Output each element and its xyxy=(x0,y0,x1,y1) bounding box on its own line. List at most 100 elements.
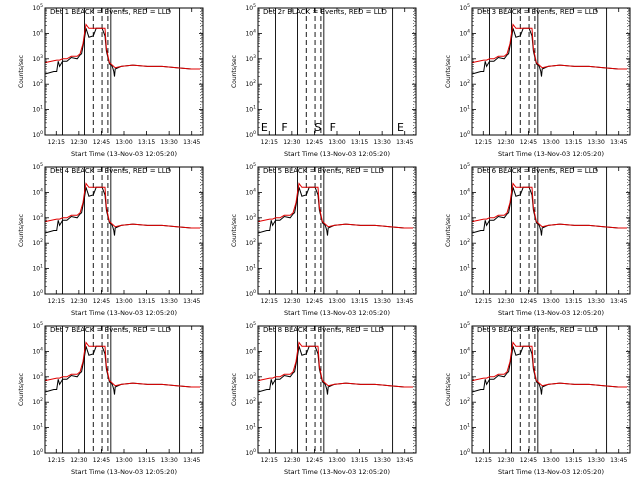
y-tick-label: 102 xyxy=(32,397,43,406)
y-tick-exponent: 1 xyxy=(467,105,470,111)
x-tick-label: 13:15 xyxy=(351,139,368,146)
y-tick-label: 102 xyxy=(32,79,43,88)
series-line-lld xyxy=(257,182,414,229)
x-tick-label: 13:15 xyxy=(565,457,582,464)
y-tick-base: 10 xyxy=(245,374,253,381)
plot-frame xyxy=(257,166,417,295)
series-line-events xyxy=(471,186,628,236)
y-tick-exponent: 1 xyxy=(253,105,256,111)
marker-label: E xyxy=(261,121,268,134)
x-tick-label: 13:45 xyxy=(396,298,413,305)
x-tick-label: 13:00 xyxy=(542,298,559,305)
x-tick-label: 12:15 xyxy=(475,298,492,305)
y-tick-base: 10 xyxy=(459,5,467,12)
x-tick-label: 12:30 xyxy=(497,298,514,305)
y-tick-exponent: 3 xyxy=(467,54,470,60)
y-tick-label: 102 xyxy=(459,397,470,406)
series-line-lld xyxy=(471,23,628,70)
y-tick-label: 100 xyxy=(245,289,256,298)
y-tick-base: 10 xyxy=(459,399,467,406)
chart-panel-det3: Det 3 BLACK = Events, RED = LLDCounts/se… xyxy=(445,3,631,158)
y-axis-label: Counts/sec xyxy=(445,373,452,406)
plot-frame xyxy=(471,166,631,295)
y-tick-base: 10 xyxy=(459,215,467,222)
y-tick-label: 101 xyxy=(459,423,470,432)
x-tick-label: 13:00 xyxy=(328,298,345,305)
y-tick-base: 10 xyxy=(459,107,467,114)
y-tick-label: 100 xyxy=(32,448,43,457)
y-tick-base: 10 xyxy=(459,425,467,432)
y-tick-label: 105 xyxy=(245,162,256,171)
x-tick-label: 13:00 xyxy=(542,139,559,146)
y-tick-base: 10 xyxy=(245,425,253,432)
x-tick-label: 13:15 xyxy=(351,298,368,305)
y-tick-base: 10 xyxy=(32,30,40,37)
y-tick-base: 10 xyxy=(459,164,467,171)
y-tick-label: 103 xyxy=(245,372,256,381)
x-tick-label: 12:30 xyxy=(283,298,300,305)
y-tick-base: 10 xyxy=(459,132,467,139)
x-tick-label: 13:30 xyxy=(587,457,604,464)
x-tick-label: 13:30 xyxy=(160,457,177,464)
y-tick-base: 10 xyxy=(245,399,253,406)
y-tick-exponent: 1 xyxy=(253,423,256,429)
x-tick-label: 13:45 xyxy=(183,457,200,464)
y-tick-exponent: 1 xyxy=(40,105,43,111)
x-tick-label: 13:45 xyxy=(610,457,627,464)
y-tick-label: 100 xyxy=(245,448,256,457)
x-axis-label: Start Time (13-Nov-03 12:05:20) xyxy=(498,150,604,158)
y-tick-label: 102 xyxy=(459,238,470,247)
y-tick-exponent: 5 xyxy=(467,3,470,9)
x-axis-label: Start Time (13-Nov-03 12:05:20) xyxy=(284,150,390,158)
x-tick-label: 12:30 xyxy=(283,139,300,146)
y-tick-exponent: 0 xyxy=(467,289,470,295)
series-line-events xyxy=(471,27,628,77)
chart-panel-det6: Det 6 BLACK = Events, RED = LLDCounts/se… xyxy=(445,162,631,317)
x-tick-label: 13:45 xyxy=(183,298,200,305)
y-tick-label: 104 xyxy=(32,28,43,37)
y-tick-exponent: 5 xyxy=(253,3,256,9)
y-tick-exponent: 1 xyxy=(40,264,43,270)
x-tick-label: 13:15 xyxy=(138,298,155,305)
y-tick-exponent: 2 xyxy=(467,238,470,244)
y-tick-exponent: 2 xyxy=(467,79,470,85)
y-tick-exponent: 2 xyxy=(467,397,470,403)
series-line-lld xyxy=(471,182,628,229)
y-tick-base: 10 xyxy=(459,56,467,63)
x-tick-label: 12:15 xyxy=(48,298,65,305)
y-tick-exponent: 0 xyxy=(40,289,43,295)
y-tick-label: 105 xyxy=(32,321,43,330)
x-tick-label: 13:45 xyxy=(396,457,413,464)
y-tick-label: 103 xyxy=(459,54,470,63)
y-tick-base: 10 xyxy=(459,348,467,355)
y-tick-exponent: 4 xyxy=(467,346,470,352)
y-tick-label: 105 xyxy=(459,162,470,171)
y-tick-label: 105 xyxy=(245,3,256,12)
y-tick-base: 10 xyxy=(245,30,253,37)
x-tick-label: 13:00 xyxy=(115,457,132,464)
x-axis-label: Start Time (13-Nov-03 12:05:20) xyxy=(71,309,177,317)
y-tick-base: 10 xyxy=(32,81,40,88)
y-tick-label: 100 xyxy=(32,130,43,139)
y-tick-exponent: 2 xyxy=(253,79,256,85)
y-tick-label: 102 xyxy=(245,238,256,247)
y-axis-label: Counts/sec xyxy=(18,214,25,247)
y-tick-base: 10 xyxy=(32,450,40,457)
y-tick-exponent: 0 xyxy=(253,289,256,295)
x-tick-label: 13:30 xyxy=(587,298,604,305)
y-tick-exponent: 4 xyxy=(467,28,470,34)
y-tick-base: 10 xyxy=(459,450,467,457)
series-line-lld xyxy=(257,341,414,388)
y-tick-exponent: 3 xyxy=(40,372,43,378)
y-tick-label: 100 xyxy=(459,448,470,457)
series-line-events xyxy=(44,186,201,236)
y-tick-base: 10 xyxy=(245,450,253,457)
x-tick-label: 12:45 xyxy=(93,139,110,146)
chart-panel-det8: Det 8 BLACK = Events, RED = LLDCounts/se… xyxy=(231,321,417,476)
y-tick-exponent: 2 xyxy=(40,79,43,85)
y-tick-label: 104 xyxy=(245,28,256,37)
y-tick-exponent: 0 xyxy=(467,448,470,454)
y-tick-label: 100 xyxy=(32,289,43,298)
y-tick-label: 105 xyxy=(32,3,43,12)
